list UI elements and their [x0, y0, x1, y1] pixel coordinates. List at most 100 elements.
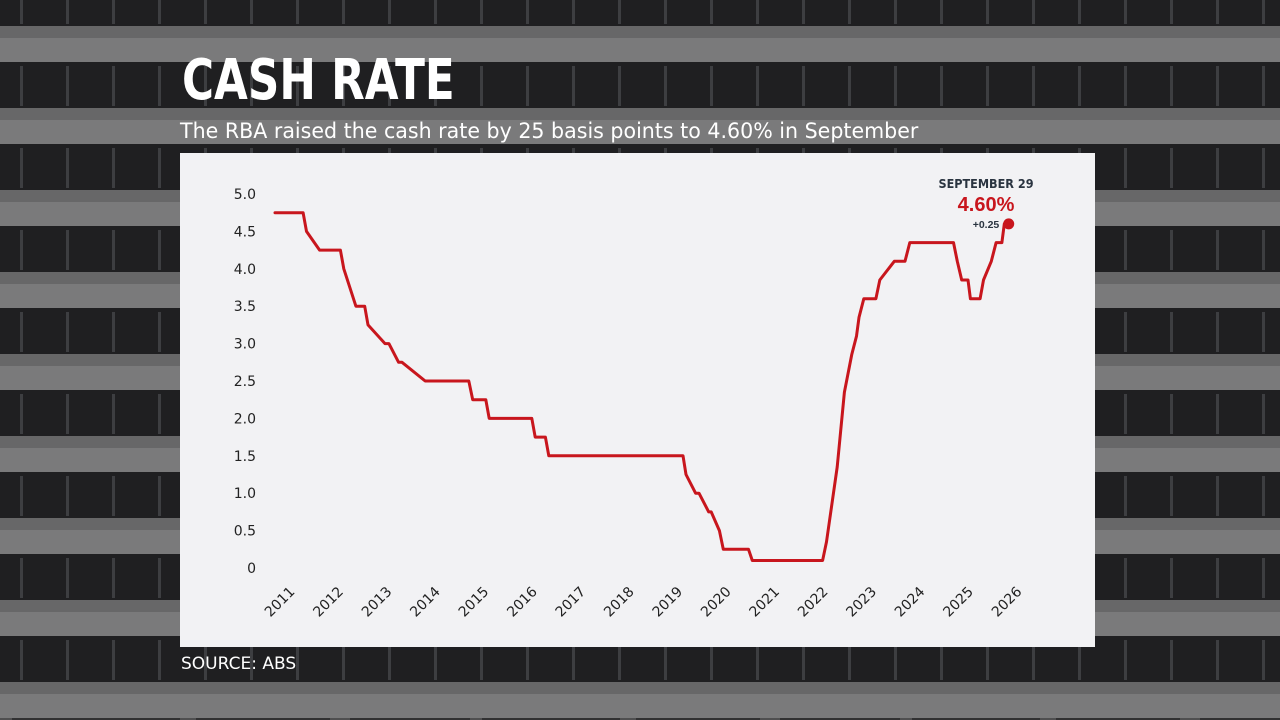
- facade-mullion: [664, 0, 667, 24]
- facade-mullion: [20, 476, 23, 516]
- chart-title: CASH RATE: [182, 48, 455, 113]
- facade-mullion: [1124, 640, 1127, 680]
- facade-mullion: [618, 66, 621, 106]
- source-label: SOURCE: ABS: [181, 654, 297, 674]
- facade-mullion: [1078, 640, 1081, 680]
- facade-mullion: [250, 0, 253, 24]
- facade-mullion: [1170, 640, 1173, 680]
- facade-mullion: [572, 640, 575, 680]
- facade-mullion: [526, 640, 529, 680]
- facade-mullion: [1032, 640, 1035, 680]
- facade-mullion: [526, 0, 529, 24]
- y-tick-label: 5.0: [234, 187, 256, 203]
- facade-mullion: [480, 640, 483, 680]
- x-tick-label: 2022: [795, 584, 832, 621]
- facade-mullion: [756, 640, 759, 680]
- facade-mullion: [1216, 640, 1219, 680]
- facade-mullion: [296, 66, 299, 106]
- facade-mullion: [618, 640, 621, 680]
- facade-mullion: [1124, 148, 1127, 188]
- facade-window-band: [0, 62, 1280, 108]
- facade-mullion: [434, 66, 437, 106]
- facade-mullion: [342, 640, 345, 680]
- facade-mullion: [1124, 0, 1127, 24]
- facade-mullion: [158, 148, 161, 188]
- facade-mullion: [158, 66, 161, 106]
- facade-mullion: [66, 0, 69, 24]
- facade-floor-slab: [0, 120, 1280, 144]
- x-tick-label: 2021: [747, 584, 784, 621]
- facade-mullion: [848, 640, 851, 680]
- facade-mullion: [664, 640, 667, 680]
- x-tick-label: 2025: [940, 584, 977, 621]
- facade-mullion: [158, 0, 161, 24]
- line-chart: 0 0.5 1.0 1.5 2.0 2.5 3.0 3.5 4.0 4.5 5.0 2011 2012…: [234, 176, 1034, 621]
- facade-mullion: [848, 66, 851, 106]
- facade-mullion: [1078, 0, 1081, 24]
- y-tick-label: 2.0: [234, 411, 256, 427]
- facade-mullion: [802, 640, 805, 680]
- facade-mullion: [112, 394, 115, 434]
- facade-mullion: [388, 640, 391, 680]
- facade-mullion: [756, 66, 759, 106]
- x-tick-label: 2014: [407, 584, 444, 621]
- y-tick-label: 1.0: [234, 486, 256, 502]
- facade-mullion: [940, 640, 943, 680]
- facade-mullion: [1078, 66, 1081, 106]
- facade-mullion: [756, 0, 759, 24]
- y-tick-label: 3.0: [234, 337, 256, 353]
- facade-mullion: [802, 0, 805, 24]
- facade-mullion: [1170, 66, 1173, 106]
- facade-mullion: [1124, 66, 1127, 106]
- facade-mullion: [112, 640, 115, 680]
- facade-mullion: [940, 0, 943, 24]
- facade-mullion: [296, 640, 299, 680]
- facade-mullion: [1124, 558, 1127, 598]
- latest-value-point: [1003, 218, 1015, 230]
- facade-mullion: [112, 148, 115, 188]
- facade-mullion: [1262, 148, 1265, 188]
- facade-mullion: [572, 0, 575, 24]
- facade-mullion: [112, 0, 115, 24]
- facade-mullion: [342, 66, 345, 106]
- y-tick-label: 1.5: [234, 449, 256, 465]
- y-tick-label: 4.0: [234, 262, 256, 278]
- x-tick-label: 2026: [989, 584, 1026, 621]
- facade-mullion: [434, 640, 437, 680]
- facade-mullion: [894, 66, 897, 106]
- facade-mullion: [1124, 312, 1127, 352]
- facade-balcony-rail: [0, 108, 1280, 120]
- facade-mullion: [388, 66, 391, 106]
- facade-mullion: [1032, 66, 1035, 106]
- facade-mullion: [1262, 640, 1265, 680]
- facade-mullion: [1216, 312, 1219, 352]
- facade-mullion: [1170, 476, 1173, 516]
- facade-mullion: [1170, 394, 1173, 434]
- facade-mullion: [158, 558, 161, 598]
- y-tick-label: 3.5: [234, 299, 256, 315]
- x-tick-label: 2011: [262, 584, 299, 621]
- facade-mullion: [710, 640, 713, 680]
- facade-mullion: [20, 66, 23, 106]
- facade-mullion: [1032, 0, 1035, 24]
- facade-balcony-rail: [0, 682, 1280, 694]
- facade-mullion: [1262, 558, 1265, 598]
- facade-mullion: [1216, 230, 1219, 270]
- facade-mullion: [204, 66, 207, 106]
- facade-mullion: [1170, 230, 1173, 270]
- facade-mullion: [480, 0, 483, 24]
- facade-floor-slab: [0, 694, 1280, 718]
- facade-mullion: [20, 312, 23, 352]
- facade-mullion: [1216, 558, 1219, 598]
- facade-mullion: [112, 230, 115, 270]
- facade-mullion: [20, 394, 23, 434]
- facade-mullion: [20, 148, 23, 188]
- facade-mullion: [894, 640, 897, 680]
- facade-mullion: [480, 66, 483, 106]
- facade-mullion: [1216, 66, 1219, 106]
- y-tick-label: 0: [247, 561, 256, 577]
- x-tick-label: 2013: [359, 584, 396, 621]
- facade-balcony-rail: [0, 26, 1280, 38]
- y-tick-label: 0.5: [234, 524, 256, 540]
- facade-mullion: [1170, 148, 1173, 188]
